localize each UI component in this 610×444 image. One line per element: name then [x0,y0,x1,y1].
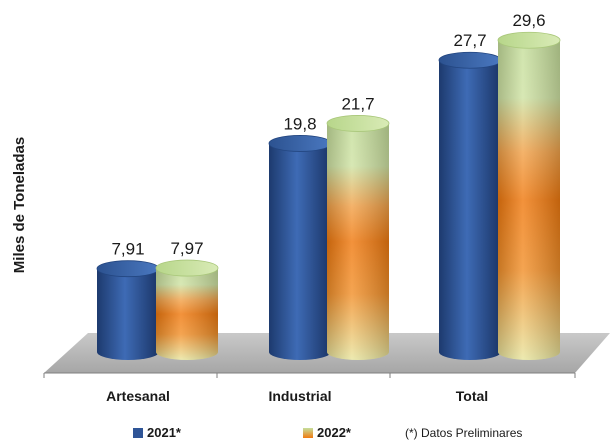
bar-industrial-2022 [326,115,390,360]
bar-total-2021 [438,51,502,360]
y-axis-label: Miles de Toneladas [11,137,28,273]
bar-artesanal-2021 [96,260,160,360]
footnote: (*) Datos Preliminares [405,426,523,440]
x-tick-labels-layer: Artesanal Industrial Total [106,388,488,404]
bar-artesanal-2022 [155,259,219,360]
data-label-total-2022: 29,6 [512,11,545,30]
data-label-industrial-2022: 21,7 [341,94,374,113]
legend-item-2022: 2022* [303,425,351,440]
bar-industrial-2021 [268,135,332,360]
legend-swatch-2021 [133,427,143,438]
data-label-total-2021: 27,7 [453,31,486,50]
x-tick-label-industrial: Industrial [268,388,331,404]
legend-item-2021: 2021* [133,425,181,440]
bar-total-2022 [497,31,561,361]
x-tick-label-artesanal: Artesanal [106,388,170,404]
data-label-artesanal-2021: 7,91 [111,240,144,259]
legend-label-2021: 2021* [147,425,181,440]
legend-label-2022: 2022* [317,425,351,440]
data-label-artesanal-2022: 7,97 [170,239,203,258]
bars-layer [96,31,561,361]
data-label-industrial-2021: 19,8 [283,114,316,133]
data-labels-layer: 7,91 7,97 19,8 21,7 27,7 29,6 [111,11,545,258]
x-tick-label-total: Total [456,388,488,404]
legend-swatch-2022 [303,427,313,438]
